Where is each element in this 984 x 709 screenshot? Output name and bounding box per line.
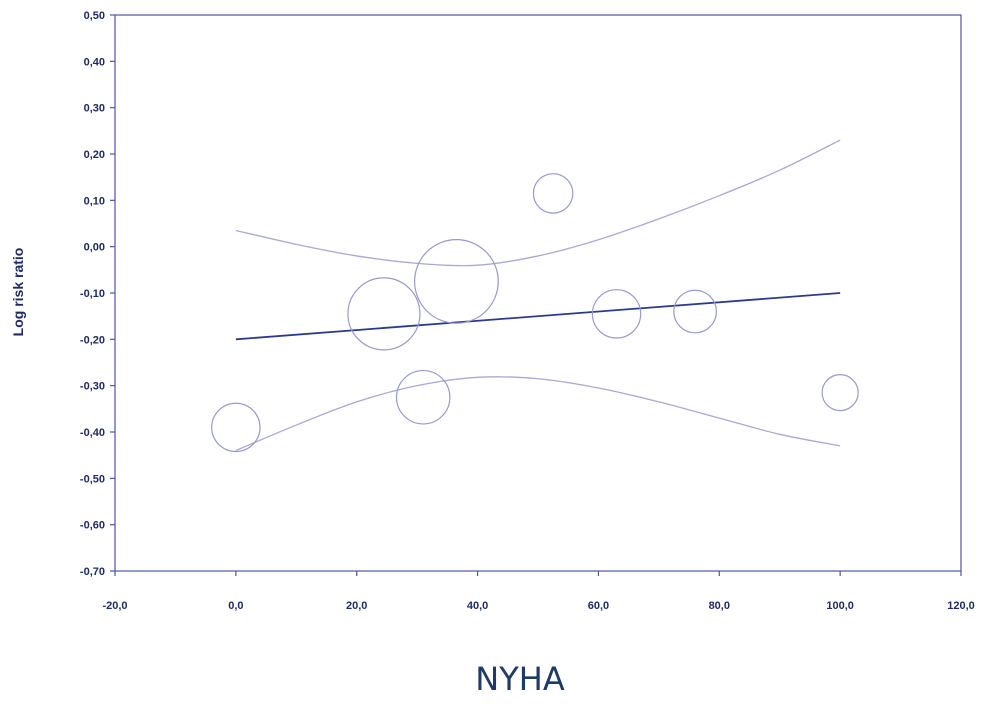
study-bubble <box>821 374 859 412</box>
y-tick-label: -0,60 <box>80 520 105 532</box>
lower-confidence-band <box>235 376 841 452</box>
x-tick-label: 80,0 <box>709 600 730 612</box>
study-bubble <box>532 173 574 214</box>
y-axis-label: Log risk ratio <box>10 248 26 337</box>
x-tick-label: 120,0 <box>947 600 975 612</box>
y-tick-label: 0,40 <box>84 56 105 68</box>
y-tick-label: -0,30 <box>80 381 105 393</box>
x-tick-label: 60,0 <box>588 600 609 612</box>
upper-confidence-band <box>235 139 841 267</box>
y-tick-label: -0,40 <box>80 427 105 439</box>
y-tick-label: 0,30 <box>84 103 105 115</box>
confidence-bands <box>235 139 841 452</box>
y-axis: 0,50 0,40 0,30 0,20 0,10 0,00 -0,10 -0,20 -0,30 -… <box>80 10 115 578</box>
study-bubble <box>413 238 499 324</box>
y-tick-label: -0,50 <box>80 473 105 485</box>
x-axis: -20,0 0,0 20,0 40,0 60,0 80,0 100,0 120,0 <box>102 571 975 612</box>
x-tick-label: 40,0 <box>467 600 488 612</box>
y-tick-label: 0,20 <box>84 149 105 161</box>
y-tick-label: 0,50 <box>84 10 105 22</box>
y-tick-label: -0,70 <box>80 566 105 578</box>
x-axis-label: NYHA <box>475 660 565 698</box>
study-bubble <box>591 289 642 339</box>
study-bubble <box>395 369 451 425</box>
y-tick-label: -0,20 <box>80 334 105 346</box>
study-bubble <box>673 289 718 334</box>
x-tick-label: 20,0 <box>346 600 367 612</box>
y-tick-label: -0,10 <box>80 288 105 300</box>
study-bubbles <box>211 173 859 453</box>
y-tick-label: 0,00 <box>84 242 105 254</box>
x-tick-label: 100,0 <box>826 600 854 612</box>
study-bubble <box>347 277 421 351</box>
y-tick-label: 0,10 <box>84 195 105 207</box>
regression-line <box>235 292 841 341</box>
x-tick-label: 0,0 <box>228 600 243 612</box>
study-bubble <box>211 402 261 453</box>
regression-line-group <box>235 292 841 341</box>
x-tick-label: -20,0 <box>102 600 127 612</box>
